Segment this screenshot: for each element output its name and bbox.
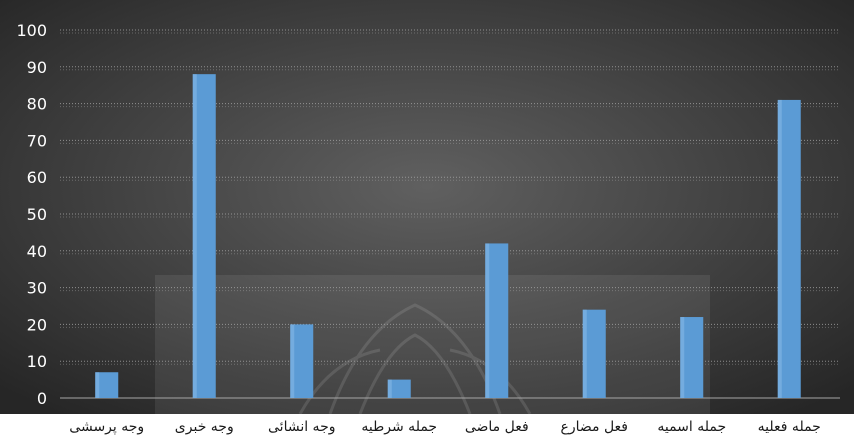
bar	[192, 74, 216, 398]
bar-highlight	[192, 74, 197, 398]
bar-highlight	[387, 379, 392, 398]
bar-highlight	[582, 309, 587, 398]
x-category-label: جمله اسمیه	[657, 419, 726, 435]
bar	[387, 379, 411, 398]
gridlines	[60, 29, 840, 399]
y-tick-label: 30	[27, 279, 47, 298]
bar-highlight	[95, 372, 100, 398]
y-tick-label: 0	[37, 389, 47, 408]
y-tick-label: 40	[27, 242, 47, 261]
bar	[582, 309, 606, 398]
bar	[95, 372, 119, 398]
y-tick-label: 70	[27, 131, 47, 150]
y-tick-label: 60	[27, 168, 47, 187]
y-tick-label: 20	[27, 315, 47, 334]
bar	[290, 324, 314, 398]
category-strip	[0, 414, 854, 441]
watermark-box	[155, 275, 710, 414]
y-axis-ticks: 0 10 20 30 40 50 60 70 80 90 100	[16, 21, 47, 408]
x-axis-labels: وجه پرسشی وجه خبری وجه انشائی جمله شرطیه فعل…	[69, 419, 821, 435]
bar-highlight	[777, 99, 782, 399]
y-tick-label: 90	[27, 58, 47, 77]
x-category-label: وجه پرسشی	[69, 419, 144, 435]
bar	[777, 99, 801, 399]
bar-highlight	[485, 243, 490, 398]
bars	[95, 74, 801, 399]
x-category-label: فعل مضارع	[560, 419, 628, 435]
bar-highlight	[680, 317, 685, 398]
y-tick-label: 80	[27, 95, 47, 114]
x-category-label: جمله شرطیه	[361, 419, 437, 435]
x-category-label: فعل ماضی	[465, 419, 529, 435]
bar	[485, 243, 509, 398]
x-category-label: جمله فعلیه	[758, 419, 821, 435]
y-tick-label: 100	[16, 21, 47, 40]
bar-highlight	[290, 324, 295, 398]
y-tick-label: 50	[27, 205, 47, 224]
x-category-label: وجه خبری	[175, 419, 234, 435]
plot-background	[0, 0, 854, 414]
y-tick-label: 10	[27, 352, 47, 371]
x-category-label: وجه انشائی	[268, 419, 335, 435]
bar	[680, 317, 704, 398]
